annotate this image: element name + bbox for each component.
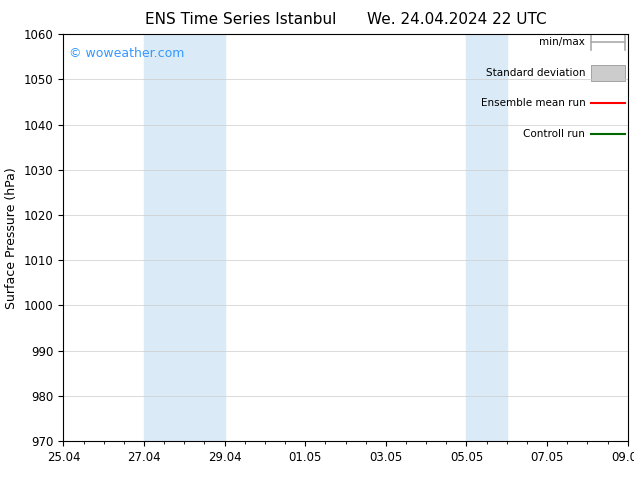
Text: Controll run: Controll run xyxy=(524,129,585,139)
Text: We. 24.04.2024 22 UTC: We. 24.04.2024 22 UTC xyxy=(366,12,547,27)
Text: min/max: min/max xyxy=(540,37,585,48)
Text: © woweather.com: © woweather.com xyxy=(69,47,184,59)
Text: ENS Time Series Istanbul: ENS Time Series Istanbul xyxy=(145,12,337,27)
Bar xyxy=(591,65,625,81)
Text: Ensemble mean run: Ensemble mean run xyxy=(481,98,585,108)
Bar xyxy=(467,34,507,441)
Y-axis label: Surface Pressure (hPa): Surface Pressure (hPa) xyxy=(5,167,18,309)
Text: Standard deviation: Standard deviation xyxy=(486,68,585,78)
Bar xyxy=(144,34,224,441)
